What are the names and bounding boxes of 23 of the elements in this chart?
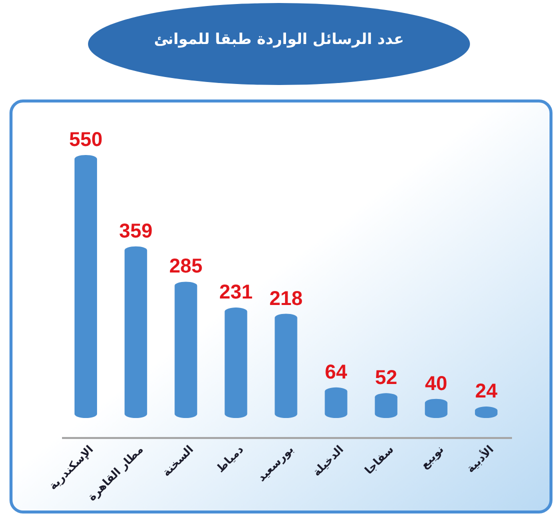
bar: [274, 314, 298, 418]
bar: [174, 282, 198, 418]
data-label: 218: [269, 288, 303, 310]
bar: [224, 308, 248, 418]
data-label: 231: [219, 282, 253, 304]
data-label: 52: [374, 367, 398, 390]
data-label: 359: [119, 220, 153, 242]
x-tick-label: سفاجا: [362, 442, 396, 477]
data-label: 285: [169, 256, 203, 278]
x-tick-label: دمياط: [214, 442, 246, 476]
data-label: 550: [69, 129, 102, 151]
bar: [324, 387, 348, 418]
data-label: 40: [425, 372, 448, 395]
data-label: 64: [324, 361, 348, 384]
bar: [74, 155, 98, 418]
chart-title: عدد الرسائل الواردة طبقا للموانئ: [154, 30, 404, 48]
x-tick-label: الأدبية: [463, 442, 496, 476]
x-tick-label: السخنة: [160, 442, 196, 480]
bar: [124, 246, 148, 418]
x-tick-label: الدخيلة: [310, 442, 346, 479]
x-tick-label: نويبع: [418, 442, 446, 472]
data-label: 24: [475, 380, 498, 403]
x-tick-label: بورسعيد: [254, 442, 296, 484]
